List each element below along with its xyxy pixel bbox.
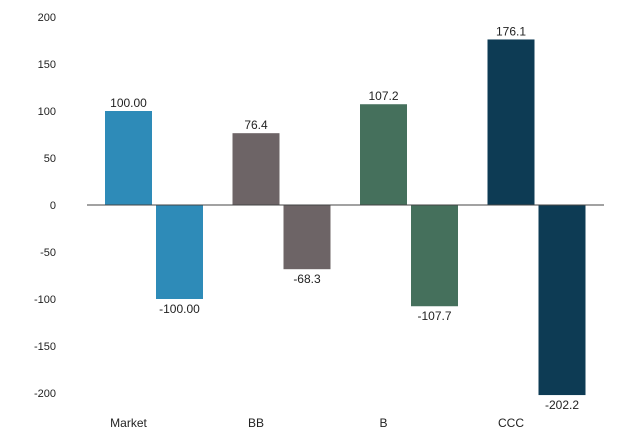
y-tick-label: -100 (34, 294, 56, 306)
data-label: 100.00 (110, 96, 147, 110)
y-tick-label: -150 (34, 341, 56, 353)
data-label: -202.2 (545, 398, 579, 412)
category-labels: Market BB B CCC (110, 416, 524, 430)
category-label: Market (110, 416, 147, 430)
data-label: 176.1 (496, 24, 526, 38)
category-label: B (379, 416, 387, 430)
bar-market-positive (105, 111, 152, 205)
bar-ccc-positive (487, 39, 535, 205)
data-label: -100.00 (159, 302, 200, 316)
data-label: 76.4 (244, 118, 268, 132)
data-labels: 100.00 -100.00 76.4 -68.3 107.2 -107.7 176.1 -2… (110, 24, 579, 412)
y-tick-label: 150 (38, 59, 56, 71)
category-label: BB (248, 416, 264, 430)
y-tick-label: 100 (38, 106, 56, 118)
bar-bb-negative (283, 205, 331, 270)
bars (105, 39, 586, 396)
bar-b-positive (360, 104, 407, 205)
y-tick-label: 0 (50, 200, 56, 212)
y-tick-label: 50 (44, 153, 56, 165)
bar-ccc-negative (538, 205, 586, 396)
bar-b-negative (411, 205, 458, 307)
y-tick-label: -50 (40, 247, 56, 259)
category-label: CCC (498, 416, 524, 430)
data-label: 107.2 (368, 89, 398, 103)
bar-bb-positive (232, 133, 280, 205)
y-axis-ticks: 200 150 100 50 0 -50 -100 -150 -200 (34, 12, 56, 400)
y-tick-label: -200 (34, 388, 56, 400)
data-label: -68.3 (293, 272, 321, 286)
bar-market-negative (156, 205, 203, 299)
data-label: -107.7 (417, 309, 451, 323)
y-tick-label: 200 (38, 12, 56, 24)
